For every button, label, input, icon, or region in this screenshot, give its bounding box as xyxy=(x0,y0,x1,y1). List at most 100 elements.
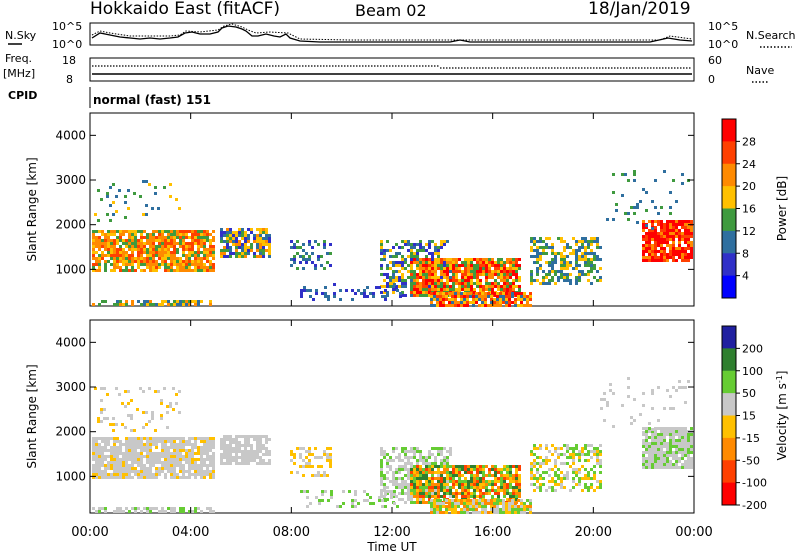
heatmap-cell xyxy=(302,255,305,258)
heatmap-cell xyxy=(645,460,648,463)
heatmap-cell xyxy=(663,433,666,436)
heatmap-cell xyxy=(97,189,100,192)
heatmap-cell xyxy=(106,417,109,420)
heatmap-cell xyxy=(404,486,407,489)
heatmap-cell xyxy=(660,439,663,442)
heatmap-cell xyxy=(551,480,554,483)
heatmap-cell xyxy=(130,417,133,420)
y-tick-label: 1000 xyxy=(55,469,86,483)
heatmap-cell xyxy=(663,460,666,463)
heatmap-cell xyxy=(440,240,443,243)
heatmap-cell xyxy=(113,437,116,440)
heatmap-cell xyxy=(660,256,663,259)
heatmap-cell xyxy=(587,450,590,453)
colorbar-tick-label: 100 xyxy=(742,365,763,378)
heatmap-cell xyxy=(569,465,572,468)
heatmap-cell xyxy=(470,261,473,264)
heatmap-cell xyxy=(122,455,125,458)
heatmap-cell xyxy=(380,471,383,474)
heatmap-cell xyxy=(491,285,494,288)
heatmap-cell xyxy=(220,456,223,459)
heatmap-cell xyxy=(401,480,404,483)
heatmap-cell xyxy=(428,267,431,270)
heatmap-cell xyxy=(407,486,410,489)
heatmap-cell xyxy=(452,477,455,480)
heatmap-cell xyxy=(98,476,101,479)
heatmap-cell xyxy=(351,289,354,292)
heatmap-cell xyxy=(464,276,467,279)
heatmap-cell xyxy=(451,499,454,502)
heatmap-cell xyxy=(533,444,536,447)
heatmap-cell xyxy=(669,427,672,430)
heatmap-cell xyxy=(425,468,428,471)
heatmap-cell xyxy=(410,267,413,270)
heatmap-cell xyxy=(173,300,176,303)
heatmap-cell xyxy=(551,270,554,273)
heatmap-cell xyxy=(422,456,425,459)
heatmap-cell xyxy=(520,298,523,301)
heatmap-cell xyxy=(95,464,98,467)
heatmap-cell xyxy=(209,303,212,306)
heatmap-cell xyxy=(606,218,609,221)
heatmap-cell xyxy=(660,250,663,253)
heatmap-cell xyxy=(206,230,209,233)
heatmap-cell xyxy=(663,454,666,457)
colorbar-tick-label: 12 xyxy=(742,225,756,238)
heatmap-cell xyxy=(315,292,318,295)
heatmap-cell xyxy=(395,480,398,483)
heatmap-cell xyxy=(226,228,229,231)
heatmap-cell xyxy=(416,489,419,492)
nave-right-tick-bottom: 0 xyxy=(708,73,715,86)
heatmap-cell xyxy=(666,430,669,433)
heatmap-cell xyxy=(398,477,401,480)
heatmap-cell xyxy=(657,451,660,454)
heatmap-cell xyxy=(654,439,657,442)
heatmap-cell xyxy=(173,452,176,455)
heatmap-cell xyxy=(684,253,687,256)
heatmap-cell xyxy=(118,189,121,192)
heatmap-cell xyxy=(529,295,532,298)
heatmap-cell xyxy=(666,259,669,262)
heatmap-cell xyxy=(299,453,302,456)
heatmap-cell xyxy=(238,246,241,249)
heatmap-cell xyxy=(413,285,416,288)
heatmap-cell xyxy=(119,470,122,473)
heatmap-cell xyxy=(434,489,437,492)
heatmap-cell xyxy=(416,477,419,480)
heatmap-cell xyxy=(113,233,116,236)
heatmap-cell xyxy=(110,437,113,440)
heatmap-cell xyxy=(581,240,584,243)
heatmap-cell xyxy=(185,470,188,473)
heatmap-cell xyxy=(449,264,452,267)
heatmap-cell xyxy=(493,292,496,295)
heatmap-cell xyxy=(366,493,369,496)
heatmap-cell xyxy=(95,260,98,263)
heatmap-cell xyxy=(497,492,500,495)
heatmap-cell xyxy=(383,456,386,459)
heatmap-cell xyxy=(470,276,473,279)
heatmap-cell xyxy=(675,451,678,454)
heatmap-cell xyxy=(584,252,587,255)
heatmap-cell xyxy=(497,468,500,471)
heatmap-cell xyxy=(419,258,422,261)
heatmap-cell xyxy=(169,402,172,405)
heatmap-cell xyxy=(363,292,366,295)
heatmap-cell xyxy=(155,260,158,263)
heatmap-cell xyxy=(419,240,422,243)
heatmap-cell xyxy=(247,234,250,237)
heatmap-cell xyxy=(182,470,185,473)
heatmap-cell xyxy=(172,387,175,390)
heatmap-cell xyxy=(410,291,413,294)
heatmap-cell xyxy=(448,298,451,301)
heatmap-cell xyxy=(433,505,436,508)
heatmap-cell xyxy=(440,276,443,279)
heatmap-cell xyxy=(663,223,666,226)
heatmap-cell xyxy=(533,447,536,450)
heatmap-cell xyxy=(654,463,657,466)
heatmap-cell xyxy=(238,234,241,237)
heatmap-cell xyxy=(666,451,669,454)
heatmap-cell xyxy=(172,408,175,411)
heatmap-cell xyxy=(533,279,536,282)
heatmap-cell xyxy=(467,471,470,474)
heatmap-cell xyxy=(131,449,134,452)
